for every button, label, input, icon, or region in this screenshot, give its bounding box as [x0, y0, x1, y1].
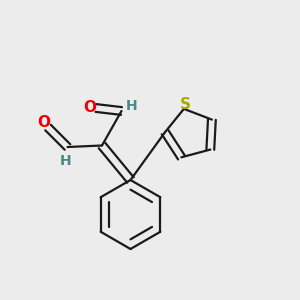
Text: S: S	[180, 97, 191, 112]
Text: H: H	[60, 154, 72, 168]
Text: O: O	[83, 100, 96, 115]
Text: O: O	[37, 115, 50, 130]
Text: H: H	[125, 99, 137, 112]
